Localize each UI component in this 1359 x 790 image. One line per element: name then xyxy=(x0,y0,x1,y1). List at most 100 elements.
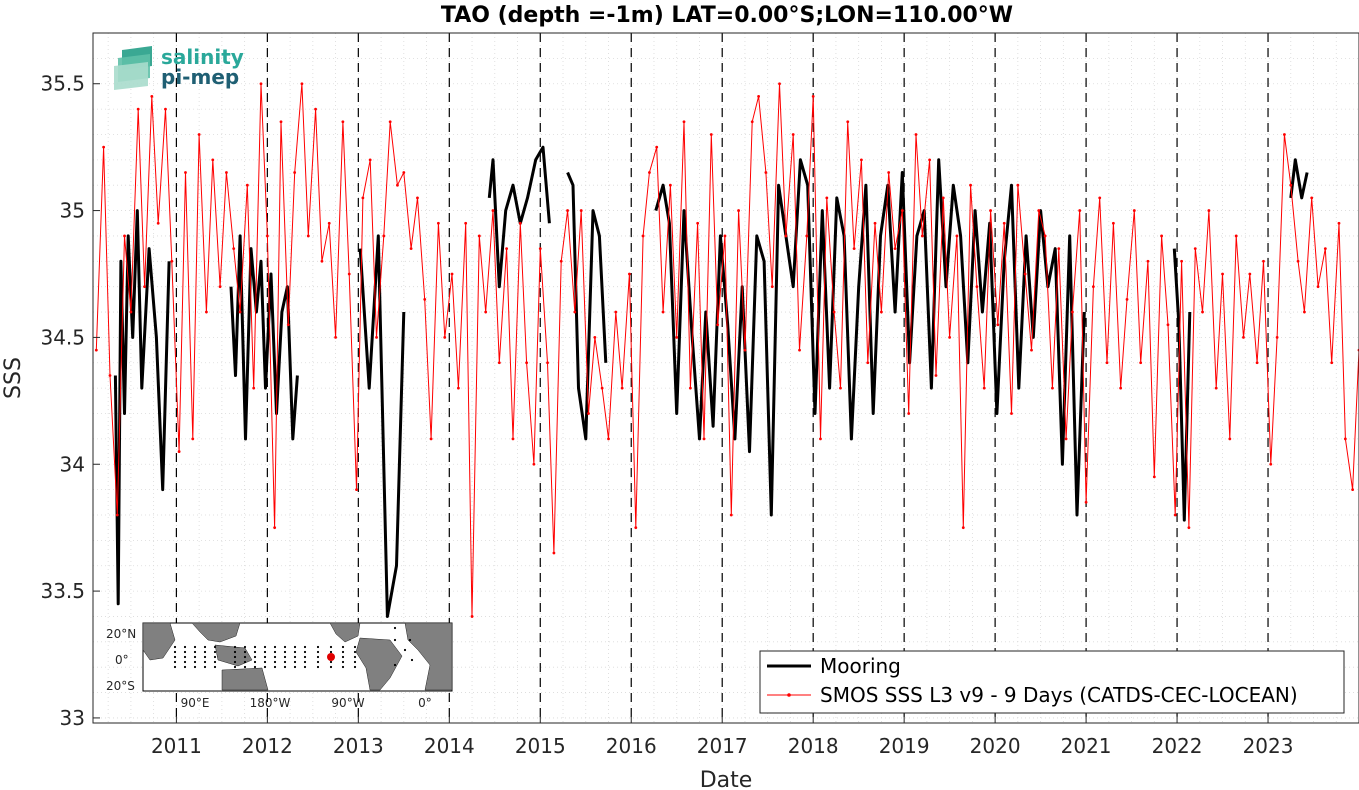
mooring-dot xyxy=(293,655,297,659)
smos-data-point xyxy=(279,120,283,124)
mooring-dot xyxy=(193,665,197,669)
smos-data-point xyxy=(784,234,788,238)
smos-data-point xyxy=(1139,361,1143,365)
mooring-series-line xyxy=(487,145,551,289)
mooring-dot xyxy=(173,650,177,654)
y-tick-label: 33.5 xyxy=(40,579,85,603)
smos-data-point xyxy=(1316,285,1320,289)
smos-data-point xyxy=(1228,437,1232,441)
mooring-dot xyxy=(243,645,247,649)
smos-data-point xyxy=(873,221,877,225)
y-tick-label: 35 xyxy=(60,199,85,223)
smos-data-point xyxy=(764,171,768,174)
smos-data-point xyxy=(811,95,815,98)
smos-data-point xyxy=(1242,336,1245,339)
smos-data-point xyxy=(825,196,829,200)
mooring-dot xyxy=(203,650,207,654)
smos-data-point xyxy=(668,183,672,187)
smos-data-point xyxy=(1105,361,1109,365)
smos-data-point xyxy=(286,323,290,327)
smos-data-point xyxy=(184,171,187,174)
mooring-dot xyxy=(213,645,217,649)
smos-data-point xyxy=(907,412,911,415)
map-lon-label-180w: 180°W xyxy=(250,696,291,710)
smos-data-point xyxy=(996,323,1000,327)
smos-data-point xyxy=(205,310,208,314)
mooring-dot xyxy=(233,650,237,654)
mooring-dot xyxy=(283,650,287,654)
smos-data-point xyxy=(832,310,836,314)
map-lon-label-0: 0° xyxy=(418,696,432,710)
mooring-dot xyxy=(393,626,397,630)
mooring-dot xyxy=(303,645,307,649)
smos-data-point xyxy=(306,234,310,238)
smos-data-point xyxy=(218,285,222,289)
smos-data-point xyxy=(1146,259,1150,263)
smos-data-point xyxy=(1330,361,1334,365)
smos-data-point xyxy=(709,133,713,136)
smos-data-point xyxy=(928,158,932,162)
smos-data-point xyxy=(682,120,686,124)
smos-data-point xyxy=(920,234,924,238)
mooring-dot xyxy=(393,638,397,642)
legend-label-smos: SMOS SSS L3 v9 - 9 Days (CATDS-CEC-LOCEA… xyxy=(820,683,1298,707)
mooring-dot xyxy=(213,660,217,664)
smos-data-point xyxy=(334,336,337,339)
smos-data-point xyxy=(375,336,378,339)
smos-data-point xyxy=(887,171,891,174)
mooring-dot xyxy=(316,650,320,654)
smos-data-point xyxy=(409,247,413,251)
smos-data-point xyxy=(757,95,760,98)
mooring-dot xyxy=(213,655,217,659)
smos-data-point xyxy=(136,107,140,111)
smos-data-point xyxy=(552,551,556,555)
smos-data-point xyxy=(866,361,870,365)
smos-data-point xyxy=(805,234,809,238)
smos-data-point xyxy=(1343,437,1347,441)
smos-data-point xyxy=(729,513,733,517)
mooring-dot xyxy=(263,650,267,654)
mooring-dot xyxy=(173,655,177,659)
mooring-dot xyxy=(263,665,267,669)
smos-data-point xyxy=(696,221,700,225)
smos-data-point xyxy=(593,336,597,339)
smos-data-point xyxy=(852,247,856,251)
mooring-dot xyxy=(341,665,345,669)
smos-data-point xyxy=(579,209,583,212)
smos-data-point xyxy=(143,285,146,289)
mooring-dot xyxy=(253,645,257,649)
smos-data-point xyxy=(614,310,618,314)
smos-data-point xyxy=(1051,386,1054,390)
mooring-dot xyxy=(183,650,187,654)
smos-data-point xyxy=(566,209,569,212)
smos-data-point xyxy=(177,450,181,453)
smos-data-point xyxy=(1283,133,1286,136)
smos-data-point xyxy=(341,120,345,124)
smos-data-point xyxy=(900,209,904,212)
map-lat-label-north: 20°N xyxy=(106,627,136,641)
smos-data-point xyxy=(538,247,542,251)
mooring-dot xyxy=(243,665,247,669)
smos-data-point xyxy=(641,234,645,238)
smos-data-point xyxy=(648,171,651,174)
smos-data-point xyxy=(1010,412,1013,415)
mooring-series-line xyxy=(1172,248,1192,522)
smos-data-point xyxy=(1275,336,1279,339)
x-tick-label: 2020 xyxy=(970,734,1021,758)
mooring-dot xyxy=(316,665,320,669)
smos-data-point xyxy=(1221,272,1224,276)
smos-data-point xyxy=(102,145,106,149)
smos-data-point xyxy=(1173,513,1177,517)
smos-data-point xyxy=(156,221,160,225)
smos-data-point xyxy=(1248,272,1252,276)
mooring-series-line xyxy=(566,171,608,441)
y-tick-label: 34.5 xyxy=(40,325,85,349)
mooring-dot xyxy=(193,655,197,659)
y-axis-ticks: 33 33.5 34 34.5 35 35.5 xyxy=(40,72,100,730)
smos-data-point xyxy=(123,234,126,238)
x-tick-label: 2014 xyxy=(424,734,475,758)
mooring-dot xyxy=(233,645,237,649)
x-tick-label: 2018 xyxy=(788,734,839,758)
smos-data-point xyxy=(1262,259,1265,263)
legend-swatch-smos-marker xyxy=(787,693,791,697)
